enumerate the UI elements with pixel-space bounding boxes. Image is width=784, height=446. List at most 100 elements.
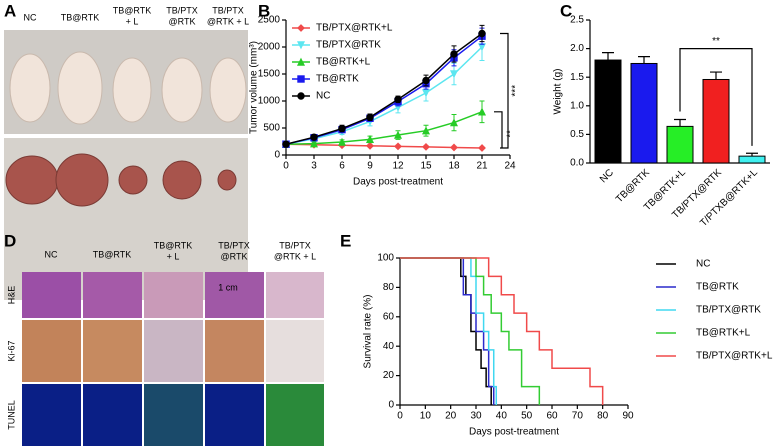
column-label: + L: [167, 251, 180, 261]
column-label: @RTK: [221, 251, 248, 261]
y-axis-label: Tumor volume (mm³): [249, 41, 260, 134]
survival-curve: [400, 257, 604, 405]
x-tick-label: 0: [283, 161, 289, 172]
x-tick-label: 10: [420, 411, 432, 422]
tumors: [5, 153, 237, 207]
column-label: @RTK + L: [207, 16, 249, 26]
marker: [297, 24, 305, 32]
column-label: + L: [126, 16, 139, 26]
column-label: TB/PTX: [279, 240, 311, 250]
marker: [337, 137, 347, 146]
bar: [702, 78, 730, 164]
y-tick-label: 40: [383, 341, 395, 352]
x-tick-label: 90: [622, 411, 634, 422]
series-line: [285, 111, 483, 145]
x-tick-label: 12: [392, 161, 404, 172]
y-tick-label: 1000: [258, 96, 281, 107]
x-tick-label: 3: [311, 161, 317, 172]
error-bar: [710, 71, 722, 80]
x-tick-label: 20: [445, 411, 457, 422]
error-bar: [638, 56, 650, 64]
x-tick-label: NC: [598, 167, 616, 185]
y-tick-label: 1.5: [570, 72, 584, 83]
legend-label: TB/PTX@RTK: [316, 40, 381, 51]
x-axis-label: Days post-treatment: [469, 427, 559, 438]
legend-label: TB@RTK: [316, 74, 359, 85]
legend-label: NC: [696, 259, 710, 270]
marker: [422, 76, 430, 85]
marker: [296, 57, 306, 66]
x-tick-label: 21: [476, 161, 488, 172]
series-line: [285, 46, 483, 145]
y-tick-label: 80: [383, 282, 395, 293]
column-label: TB/PTX: [212, 5, 244, 15]
marker: [421, 126, 431, 135]
marker: [450, 143, 458, 152]
y-tick-label: 1.0: [570, 100, 584, 111]
y-tick-label: 0: [274, 150, 280, 161]
series-line: [285, 32, 483, 145]
legend-label: TB/PTX@RTK: [696, 305, 761, 316]
y-tick-label: 2.5: [570, 15, 584, 26]
marker: [422, 142, 430, 151]
marker: [365, 135, 375, 144]
x-tick-label: 15: [420, 161, 432, 172]
marker: [296, 41, 306, 50]
column-label: @RTK: [169, 16, 196, 26]
panel-label: D: [4, 231, 16, 250]
column-label: TB@RTK: [61, 12, 99, 22]
legend-label: TB@RTK: [696, 282, 739, 293]
x-tick-label: 50: [521, 411, 533, 422]
x-tick-label: 24: [504, 161, 516, 172]
bar: [630, 62, 658, 164]
annotation: **: [712, 36, 720, 47]
y-tick-label: 0.0: [570, 158, 584, 169]
x-tick-label: 80: [597, 411, 609, 422]
legend-label: TB/PTX@RTK+L: [696, 351, 773, 362]
column-label: TB/PTX: [218, 240, 250, 250]
column-label: TB@RTK: [113, 5, 151, 15]
survival-curve: [400, 257, 498, 405]
x-tick-label: 30: [470, 411, 482, 422]
error-bar: [674, 118, 686, 127]
x-tick-label: TB@RTK: [614, 167, 652, 205]
x-tick-label: 0: [397, 411, 403, 422]
legend-label: TB/PTX@RTK+L: [316, 23, 393, 34]
legend-label: NC: [316, 91, 330, 102]
panel-label: B: [258, 1, 270, 20]
y-tick-label: 1500: [258, 69, 281, 80]
column-label: TB@RTK: [93, 249, 131, 259]
x-tick-label: 9: [367, 161, 373, 172]
mice: [9, 51, 247, 125]
x-tick-label: 60: [546, 411, 558, 422]
marker: [309, 139, 319, 148]
scale-label: 1 cm: [218, 282, 238, 292]
column-label: @RTK + L: [274, 251, 316, 261]
survival-curve: [400, 257, 541, 405]
y-tick-label: 2.0: [570, 43, 584, 54]
marker: [477, 107, 487, 116]
series-line: [285, 143, 483, 149]
column-label: NC: [24, 12, 37, 22]
panel-label: E: [340, 231, 351, 250]
bracket: [494, 111, 503, 148]
y-tick-label: 2500: [258, 15, 281, 26]
survival-curve: [400, 257, 495, 405]
panel-label: A: [4, 1, 16, 20]
marker: [338, 124, 346, 133]
bar: [594, 59, 622, 164]
y-tick-label: 20: [383, 370, 395, 381]
marker: [297, 92, 305, 100]
marker: [478, 144, 486, 152]
y-tick-label: 60: [383, 311, 395, 322]
marker: [366, 113, 374, 121]
x-tick-label: 18: [448, 161, 460, 172]
y-tick-label: 100: [377, 253, 394, 264]
bar: [666, 125, 694, 164]
annotation: **: [506, 130, 517, 138]
column-label: TB@RTK: [154, 240, 192, 250]
marker: [282, 140, 290, 148]
x-tick-label: 40: [496, 411, 508, 422]
marker: [478, 29, 486, 38]
